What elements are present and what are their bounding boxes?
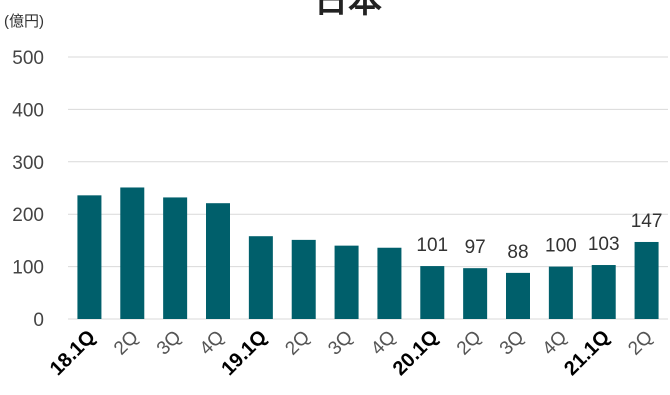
bar [77, 195, 102, 319]
data-label: 101 [416, 235, 448, 256]
x-tick-label: 3Q [324, 327, 357, 360]
chart-title: 日本 [314, 0, 382, 20]
unit-label: (億円) [4, 13, 44, 30]
bar [291, 239, 316, 319]
bar [334, 245, 359, 319]
bar [120, 187, 145, 319]
bar [206, 203, 230, 319]
x-tick-label: 4Q [539, 327, 572, 360]
x-tick-label: 3Q [496, 327, 529, 360]
x-tick-label: 4Q [367, 327, 400, 360]
bar [591, 265, 616, 319]
y-tick-label: 200 [12, 205, 44, 226]
bar [463, 268, 488, 319]
x-tick-label: 18.1Q [46, 326, 100, 380]
bars [77, 187, 659, 319]
y-tick-label: 300 [12, 153, 44, 174]
data-label: 103 [588, 234, 620, 255]
y-axis-ticks: 0 100 200 300 400 500 [12, 48, 44, 331]
bar [377, 247, 402, 319]
data-label: 88 [507, 242, 528, 263]
y-tick-label: 500 [12, 48, 44, 69]
x-tick-label: 20.1Q [389, 326, 443, 380]
x-tick-label: 19.1Q [217, 326, 271, 380]
data-label: 97 [465, 237, 486, 258]
bar [248, 236, 273, 319]
x-tick-label: 21.1Q [560, 326, 614, 380]
bar [634, 241, 659, 319]
data-label: 100 [545, 236, 577, 257]
y-tick-label: 400 [12, 100, 44, 121]
y-tick-label: 100 [12, 258, 44, 279]
data-labels: 101 97 88 100 103 147 [416, 211, 662, 263]
gridlines [68, 56, 668, 320]
x-tick-label: 2Q [281, 327, 314, 360]
x-tick-label: 3Q [153, 327, 186, 360]
data-label: 147 [631, 211, 663, 232]
x-tick-label: 4Q [196, 327, 229, 360]
bar [506, 272, 530, 319]
bar [420, 266, 445, 319]
x-tick-label: 2Q [453, 327, 486, 360]
y-tick-label: 0 [33, 310, 44, 331]
bar [548, 266, 573, 319]
bar [163, 197, 188, 319]
x-tick-label: 2Q [110, 327, 143, 360]
x-tick-label: 2Q [624, 327, 657, 360]
